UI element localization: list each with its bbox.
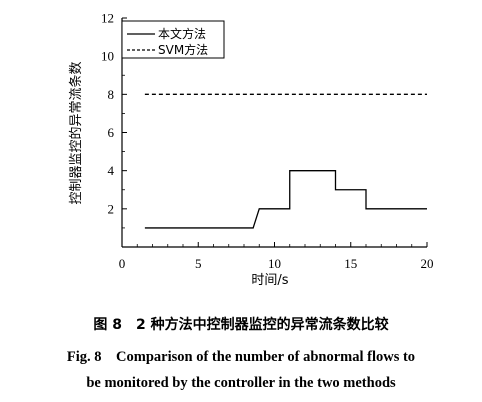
y-tick-label: 12 — [101, 11, 114, 26]
x-tick-label: 20 — [421, 256, 434, 271]
figure-caption-english-line-2: be monitored by the controller in the tw… — [86, 375, 396, 391]
legend: 本文方法 SVM方法 — [121, 20, 225, 59]
axes: 0 5 10 15 20 2 4 6 8 10 12 — [101, 11, 434, 272]
y-tick-label: 4 — [108, 163, 115, 178]
series-line-1 — [144, 170, 427, 229]
legend-label-series-2: SVM方法 — [158, 42, 208, 57]
x-tick-label: 10 — [268, 256, 281, 271]
figure-caption-chinese: 图 8 2 种方法中控制器监控的异常流条数比较 — [93, 317, 389, 333]
plot-area — [144, 93, 427, 229]
y-tick-label: 2 — [108, 201, 115, 216]
y-tick-label: 10 — [101, 49, 114, 64]
x-tick-label: 5 — [195, 256, 202, 271]
y-tick-label: 6 — [108, 125, 115, 140]
legend-label-series-1: 本文方法 — [158, 26, 206, 41]
x-axis-title: 时间/s — [251, 273, 288, 288]
y-axis-title: 控制器监控的异常流条数 — [68, 61, 84, 204]
figure-caption-english-line-1: Fig. 8 Comparison of the number of abnor… — [66, 349, 416, 365]
x-tick-label: 0 — [119, 256, 126, 271]
legend-box — [121, 20, 225, 59]
y-tick-label: 8 — [108, 87, 115, 102]
x-tick-label: 15 — [344, 256, 357, 271]
